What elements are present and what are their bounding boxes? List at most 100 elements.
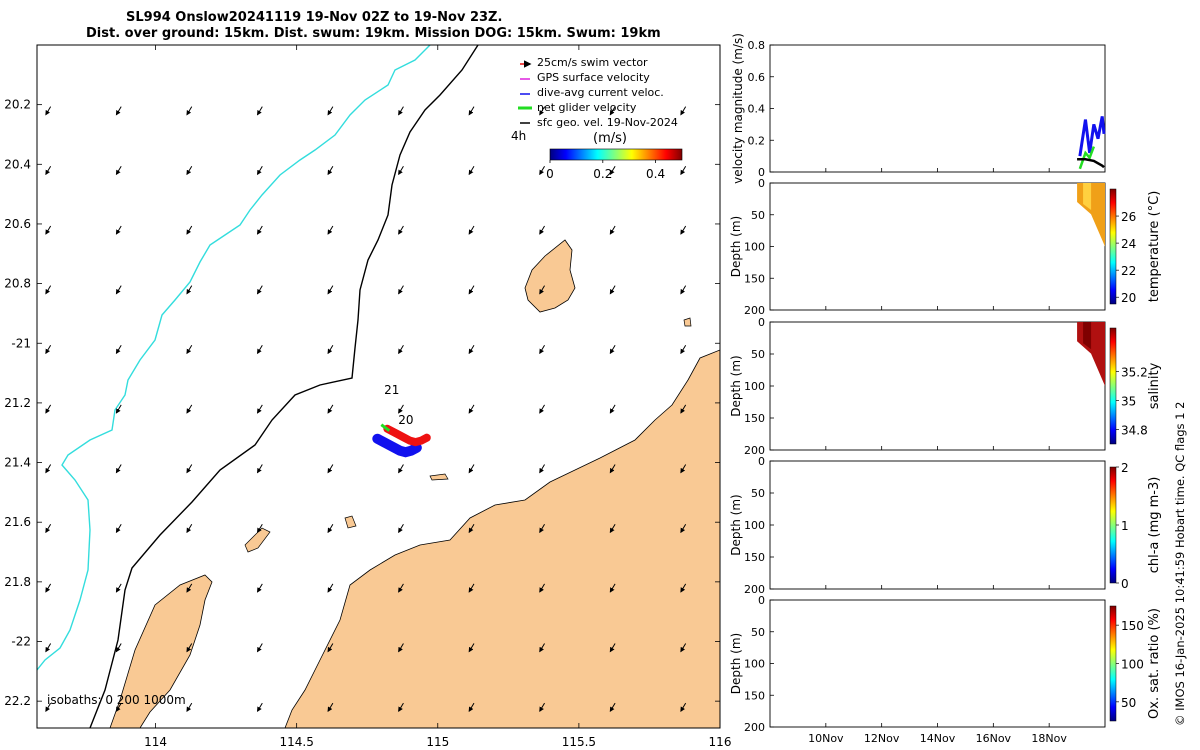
panel-frame [769,321,1106,451]
panel-y-tick-label: 150 [744,272,765,285]
map-x-tick-label: 115 [426,735,449,749]
map-y-tick-label: 20.8 [4,277,31,291]
geo-vector-arrow [115,702,122,713]
geo-vector-arrow [45,643,52,653]
map-y-tick-label: 21.2 [4,396,31,410]
panel-y-tick-label: 150 [744,412,765,425]
geo-vector-arrow [468,225,475,235]
geostrophic-vector-field [45,106,687,713]
geo-vector-arrow [186,643,193,653]
map-axis-ticks: 114 114.5 115 115.5 116 20.2 20.4 20.6 20.8 -21 21… [4,45,731,749]
geo-vector-arrow [398,523,404,534]
panel-frame [769,182,1106,311]
panel-y-label: Depth (m) [729,216,743,277]
panel-y-tick-label: 100 [744,658,765,671]
geo-vector-arrow [398,583,404,593]
salinity-profile-detail [1083,322,1092,350]
panel-colorbar-tick-label: 24 [1121,237,1136,251]
colorbar-tick-label: 0.4 [646,167,665,181]
swim-vector-track [383,424,431,447]
geo-vector-arrow [115,583,122,593]
map-legend: 25cm/s swim vector GPS surface velocity … [518,56,678,129]
panel-y-tick-label: 150 [744,551,765,564]
geo-vector-arrow [539,523,545,534]
panel-y-tick-label: 50 [751,487,765,500]
panel-y-tick-label: 50 [751,348,765,361]
geo-vector-arrow [327,344,334,355]
temperature-profile-detail [1083,183,1092,211]
geo-vector-arrow [115,285,122,295]
geo-vector-arrow [398,464,404,474]
colorbar-side-label: 4h [511,129,526,143]
geo-vector-arrow [327,166,334,176]
velocity-series-line [1078,146,1095,170]
land-island-small-3 [344,515,357,529]
panel-y-label: velocity magnitude (m/s) [731,33,745,184]
panel-y-tick-label: 100 [744,519,765,532]
map-x-tick-label: 114.5 [279,735,313,749]
panel-y-tick-label: 0 [758,166,765,179]
geo-vector-arrow [257,225,263,235]
geo-vector-arrow [539,702,545,713]
geo-vector-arrow [45,523,52,534]
geo-vector-arrow [468,404,475,414]
geo-vector-arrow [186,106,193,116]
panel-colorbar-tick-label: 22 [1121,264,1136,278]
map-y-tick-label: 21.4 [4,456,31,470]
panel-y-tick-label: 50 [751,209,765,222]
panel-x-tick-label: 18Nov [1031,732,1067,745]
geo-vector-arrow [680,702,687,713]
panel-temperature: 0 50 100 150 200 Depth (m) 20 22 24 26 temperature… [729,177,1162,317]
panel-colorbar-label: Ox. sat. ratio (%) [1147,608,1162,719]
geo-vector-arrow [45,225,52,235]
geo-vector-arrow [468,285,475,295]
geo-vector-arrow [680,225,687,235]
panel-colorbar [1109,327,1117,445]
geo-vector-arrow [539,464,545,474]
geo-vector-arrow [257,643,263,653]
geo-vector-arrow [468,523,475,534]
map-y-tick-label: 20.6 [4,217,31,231]
land-island-small-4 [683,317,692,327]
geo-vector-arrow [609,523,616,534]
panel-colorbar-tick-label: 100 [1121,658,1144,672]
panel-colorbar [1109,466,1117,584]
geo-vector-arrow [539,166,545,176]
legend-gps-velocity: GPS surface velocity [537,71,650,84]
geo-vector-arrow [327,643,334,653]
geo-vector-arrow [609,464,616,474]
map-x-tick-label: 114 [144,735,167,749]
panel-frame [769,460,1106,590]
geo-vector-arrow [680,523,687,534]
geo-vector-arrow [539,225,545,235]
panel-frame [769,599,1106,728]
geo-vector-arrow [680,583,687,593]
panel-colorbar-tick-label: 34.8 [1121,424,1148,438]
geo-vector-arrow [680,464,687,474]
map-y-tick-label: 22.2 [4,694,31,708]
geo-vector-arrow [398,643,404,653]
geo-vector-arrow [609,285,616,295]
panel-colorbar-tick-label: 2 [1121,461,1129,475]
legend-dive-avg-current: dive-avg current veloc. [537,86,664,99]
geo-vector-arrow [45,404,52,414]
geo-vector-arrow [115,344,122,355]
panel-colorbar-tick-label: 0 [1121,577,1129,591]
geo-vector-arrow [257,285,263,295]
legend-sfc-geo-velocity: sfc geo. vel. 19-Nov-2024 [537,116,678,129]
geo-vector-arrow [327,702,334,713]
geo-vector-arrow [539,344,545,355]
geo-vector-arrow [115,643,122,653]
map-y-tick-label: -21 [11,336,31,350]
geo-vector-arrow [186,523,193,534]
geo-vector-arrow [186,702,193,713]
geo-vector-arrow [680,106,687,116]
geo-vector-arrow [257,702,263,713]
geo-vector-arrow [680,344,687,355]
panel-y-tick-label: 200 [744,583,765,596]
colorbar-tick-label: 0 [546,167,554,181]
panel-y-tick-label: 0.8 [748,39,766,52]
geo-vector-arrow [186,404,193,414]
panel-y-tick-label: 200 [744,304,765,317]
